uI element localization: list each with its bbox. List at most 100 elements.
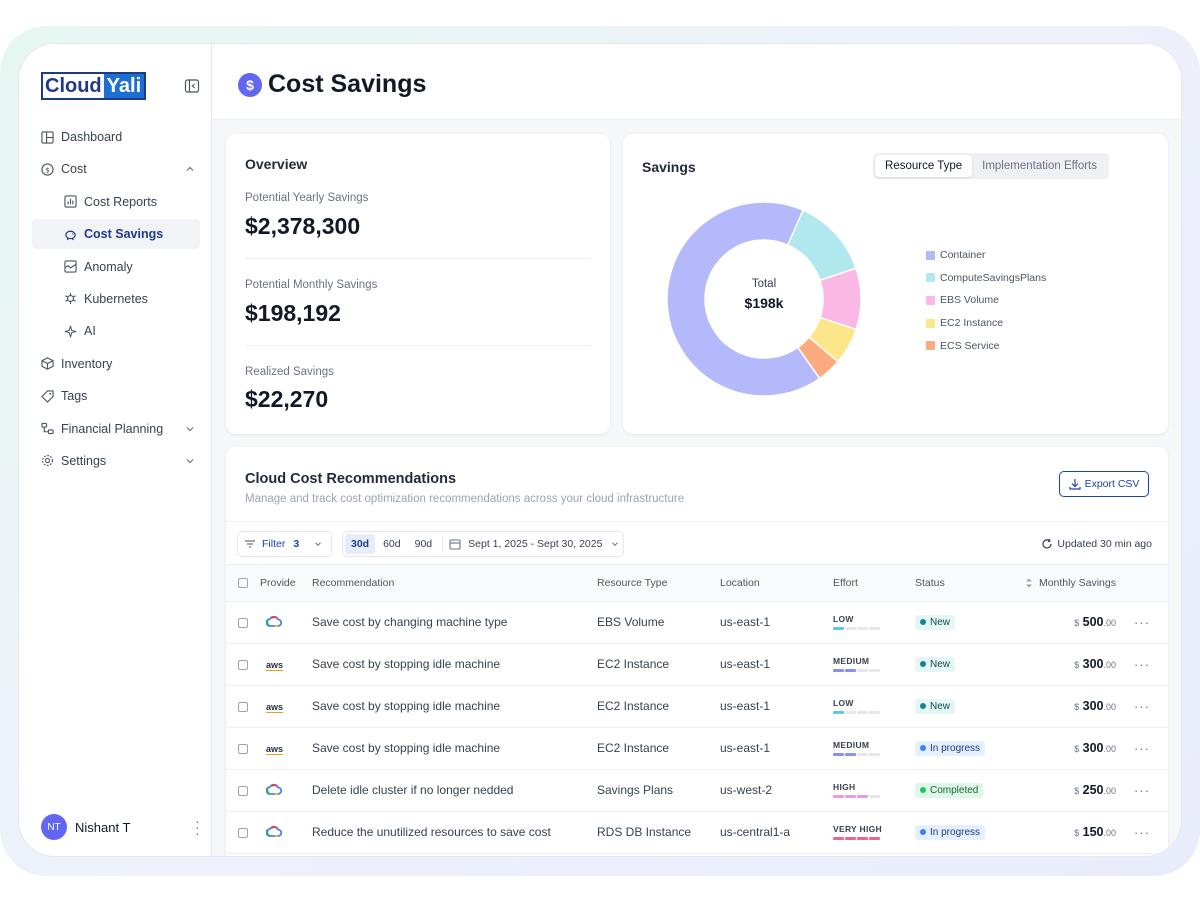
recommendation-text[interactable]: Save cost by changing machine type [312, 615, 508, 629]
resource-type: EC2 Instance [597, 741, 670, 755]
filter-label: Filter [262, 538, 286, 550]
range-90d[interactable]: 90d [414, 538, 433, 550]
select-all-checkbox[interactable] [238, 577, 248, 588]
column-header[interactable]: Status [915, 565, 1007, 602]
row-checkbox[interactable] [238, 827, 248, 838]
status-cell: In progress [915, 811, 1007, 853]
user-name: Nishant T [75, 819, 131, 835]
table-row[interactable]: aws Save cost by stopping idle machine E… [226, 727, 1168, 769]
donut-slice-ecs-service[interactable] [796, 336, 840, 380]
sidebar-item-dashboard[interactable]: Dashboard [32, 122, 200, 152]
sidebar-item-cost-savings[interactable]: Cost Savings [32, 219, 200, 250]
chevron-down-icon[interactable] [184, 455, 196, 467]
filter-icon [245, 540, 255, 548]
row-actions-menu-icon[interactable]: ··· [1134, 614, 1150, 630]
status-badge: New [915, 698, 956, 714]
row-checkbox[interactable] [238, 701, 248, 712]
sidebar-item-ai[interactable]: AI [32, 316, 200, 346]
aws-icon: aws [266, 744, 284, 755]
recommendations-title: Cloud Cost Recommendations [245, 471, 457, 487]
dollar-circle-icon: $ [41, 163, 54, 176]
row-actions-menu-icon[interactable]: ··· [1134, 656, 1150, 672]
range-30d[interactable]: 30d [345, 534, 376, 554]
effort-bar [833, 711, 915, 714]
recommendation-text[interactable]: Save cost by stopping idle machine [312, 741, 501, 755]
column-header[interactable]: Effort [833, 565, 915, 602]
row-checkbox[interactable] [238, 785, 248, 796]
tab-resource-type[interactable]: Resource Type [875, 155, 973, 177]
legend-swatch [926, 295, 935, 305]
effort-bar-segment [857, 711, 868, 714]
divider [245, 258, 591, 259]
gear-icon [42, 455, 53, 467]
effort-bar-segment [857, 753, 868, 756]
legend-item[interactable]: ComputeSavingsPlans [926, 267, 1046, 290]
recommendation-text[interactable]: Save cost by stopping idle machine [312, 657, 501, 671]
table-header-row: Provide Recommendation Resource Type Loc… [226, 565, 1168, 602]
aws-icon: aws [266, 702, 284, 713]
legend-item[interactable]: EBS Volume [926, 289, 1046, 312]
sidebar-item-label: Dashboard [61, 130, 123, 144]
sidebar-item-kubernetes[interactable]: Kubernetes [32, 284, 200, 314]
column-header[interactable]: Location [720, 565, 833, 602]
row-checkbox[interactable] [238, 617, 248, 628]
row-actions-menu-icon[interactable]: ··· [1134, 782, 1150, 798]
sort-icon[interactable] [1025, 577, 1033, 589]
row-actions-menu-icon[interactable]: ··· [1134, 824, 1150, 840]
range-60d[interactable]: 60d [383, 538, 401, 550]
chevron-down-icon[interactable] [184, 423, 196, 435]
table-row[interactable]: Delete idle cluster if no longer nedded … [226, 769, 1168, 811]
column-header[interactable]: Recommendation [312, 565, 597, 602]
legend-swatch [926, 273, 935, 283]
user-menu-icon[interactable]: · · · [195, 813, 200, 841]
chevron-up-icon[interactable] [184, 163, 196, 175]
recommendation-text[interactable]: Reduce the unutilized resources to save … [312, 825, 551, 839]
table-row[interactable]: aws Save cost by stopping idle machine E… [226, 643, 1168, 685]
effort-label: MEDIUM [833, 740, 870, 750]
column-header[interactable]: Resource Type [597, 565, 720, 602]
column-header[interactable]: Provide [260, 565, 312, 602]
legend-item[interactable]: EC2 Instance [926, 312, 1046, 335]
row-actions-menu-icon[interactable]: ··· [1134, 698, 1150, 714]
effort-bar-segment [845, 711, 856, 714]
row-actions-menu-icon[interactable]: ··· [1134, 740, 1150, 756]
brand-logo-part1: Cloud [45, 75, 102, 97]
legend-item[interactable]: ECS Service [926, 334, 1046, 357]
export-csv-button[interactable]: Export CSV [1059, 471, 1149, 497]
sidebar-item-inventory[interactable]: Inventory [32, 349, 200, 379]
sidebar-item-tags[interactable]: Tags [32, 381, 200, 411]
savings-cents: .00 [1103, 786, 1116, 796]
column-header-monthly-savings[interactable]: Monthly Savings [1007, 565, 1116, 602]
brand-logo[interactable]: Cloud Yali [41, 72, 147, 100]
table-row[interactable]: aws Save cost by stopping idle machine E… [226, 685, 1168, 727]
row-checkbox[interactable] [238, 743, 248, 754]
row-checkbox[interactable] [238, 659, 248, 670]
brand-logo-part2: Yali [103, 74, 145, 98]
refresh-status[interactable]: Updated 30 min ago [1041, 538, 1152, 550]
user-profile[interactable]: NT Nishant T · · · [41, 814, 201, 840]
savings-donut-chart [666, 201, 862, 397]
sidebar-item-financial-planning[interactable]: Financial Planning [32, 414, 200, 444]
sidebar-item-cost[interactable]: $ Cost [32, 154, 200, 184]
chevron-down-icon [612, 542, 619, 546]
sidebar-item-settings[interactable]: Settings [32, 446, 200, 476]
sidebar-item-anomaly[interactable]: Anomaly [32, 252, 200, 282]
stat-value: $198,192 [245, 300, 341, 326]
legend-label: EBS Volume [940, 294, 999, 307]
recommendation-text[interactable]: Save cost by stopping idle machine [312, 699, 501, 713]
status-dot-icon [920, 661, 926, 668]
status-badge: New [915, 656, 956, 672]
donut-slice-container[interactable] [666, 201, 821, 397]
table-row[interactable]: Reduce the unutilized resources to save … [226, 811, 1168, 853]
filter-button[interactable]: Filter 3 [237, 531, 332, 557]
tab-implementation-efforts[interactable]: Implementation Efforts [982, 160, 1097, 172]
collapse-sidebar-icon[interactable] [184, 78, 200, 94]
date-range-select[interactable]: Sept 1, 2025 - Sept 30, 2025 [449, 538, 620, 550]
recommendation-text[interactable]: Delete idle cluster if no longer nedded [312, 783, 514, 797]
table-row[interactable]: Save cost by changing machine type EBS V… [226, 601, 1168, 643]
divider [442, 536, 444, 552]
donut-slice-computesavingsplans[interactable] [786, 209, 857, 282]
legend-item[interactable]: Container [926, 244, 1046, 267]
sidebar-item-cost-reports[interactable]: Cost Reports [32, 187, 200, 217]
effort-bar-segment [833, 627, 844, 630]
